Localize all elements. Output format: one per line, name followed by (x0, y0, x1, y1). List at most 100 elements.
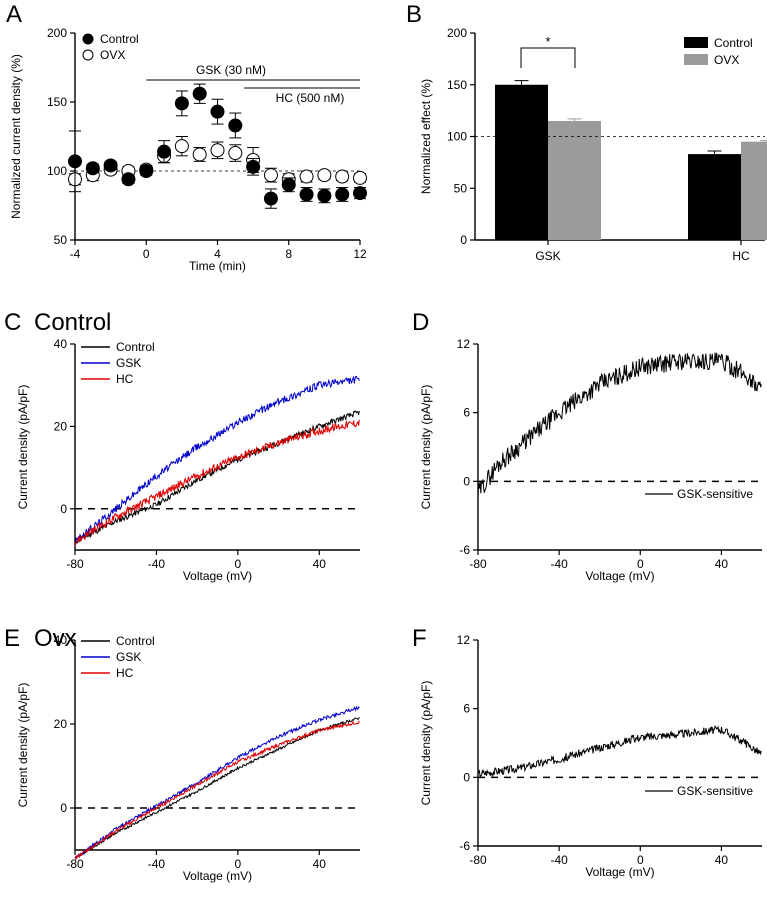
x-tick-label: 0 (143, 247, 150, 261)
data-point (210, 104, 225, 119)
x-axis-title: Voltage (mV) (183, 569, 252, 583)
y-axis-title: Current density (pA/pF) (16, 683, 30, 808)
y-tick-label: 50 (454, 181, 468, 195)
x-tick-label: 0 (637, 557, 644, 571)
trace-gsk (74, 705, 360, 860)
y-tick-label: 100 (47, 164, 67, 178)
legend-label: GSK (116, 650, 141, 664)
y-axis-title: Current density (pA/pF) (419, 681, 433, 806)
panel-f: F -6 0 6 12 -80 -40 0 40 Voltage (mV) Current dens… (412, 625, 762, 879)
data-point (103, 158, 118, 173)
y-tick-label: 20 (54, 717, 68, 731)
data-point (335, 169, 350, 184)
x-tick-label: 0 (637, 853, 644, 867)
trace-hc (74, 720, 360, 861)
data-point (139, 164, 154, 178)
x-axis-title: Time (min) (189, 259, 246, 273)
y-tick-label: 0 (460, 233, 467, 247)
data-point (192, 147, 207, 162)
data-point (299, 187, 314, 202)
y-tick-label: 200 (447, 26, 467, 40)
y-tick-label: 0 (60, 801, 67, 815)
trace-control (74, 717, 360, 859)
panel-b: B 0 50 100 150 200 Normalized effect (%) GSK HC *… (406, 1, 767, 263)
x-tick-label: -80 (66, 557, 84, 571)
legend-label: HC (116, 372, 134, 386)
y-axis-title: Current density (pA/pF) (16, 385, 30, 510)
y-tick-label: 200 (47, 26, 67, 40)
legend-label: Control (100, 32, 139, 46)
data-point (263, 191, 278, 206)
data-point (157, 144, 172, 159)
category-label: GSK (535, 249, 560, 263)
bar (495, 84, 548, 240)
y-tick-label: 12 (457, 337, 471, 351)
trace-gsk-sensitive (477, 352, 762, 496)
y-tick-label: 50 (54, 233, 68, 247)
trace-control (74, 410, 360, 544)
y-tick-label: 150 (47, 95, 67, 109)
x-axis-title: Voltage (mV) (585, 569, 654, 583)
x-tick-label: -40 (550, 853, 568, 867)
y-axis-title: Normalized current density (%) (9, 54, 23, 219)
data-point (299, 169, 314, 184)
panel-d: D -6 0 6 12 -80 -40 0 40 Voltage (mV) Current dens… (412, 309, 762, 583)
legend-label: Control (714, 36, 753, 50)
panel-label: F (412, 625, 427, 652)
bar (548, 120, 601, 240)
y-tick-label: 0 (463, 770, 470, 784)
y-tick-label: 20 (54, 419, 68, 433)
panel-label: C (4, 309, 21, 336)
x-tick-label: 40 (313, 557, 327, 571)
legend-label: HC (116, 666, 134, 680)
x-tick-label: -80 (469, 557, 487, 571)
x-tick-label: 40 (715, 853, 729, 867)
y-tick-label: 150 (447, 78, 467, 92)
trace-gsk (74, 375, 360, 546)
legend-marker (82, 33, 94, 45)
data-point (228, 118, 243, 133)
y-tick-label: 6 (463, 406, 470, 420)
panel-label: A (6, 1, 22, 28)
panel-label: B (406, 1, 422, 28)
y-tick-label: 12 (457, 633, 471, 647)
panel-e: E Ovx 0 20 40 -80 -40 0 40 Voltage (mV) Current de… (4, 625, 360, 883)
x-tick-label: -4 (70, 247, 81, 261)
y-tick-label: 40 (54, 633, 68, 647)
bar (741, 141, 767, 240)
significance-star: * (545, 34, 550, 49)
x-tick-label: -80 (66, 857, 84, 871)
data-point (210, 143, 225, 158)
x-tick-label: -40 (148, 557, 166, 571)
panel-a: A 50 100 150 200 -4 0 4 8 12 Time (min) Normalized … (6, 1, 367, 273)
data-point (263, 168, 278, 183)
y-tick-label: 6 (463, 702, 470, 716)
panel-label: D (412, 309, 429, 336)
trace-gsk-sensitive (477, 724, 762, 778)
y-tick-label: 100 (447, 130, 467, 144)
legend-swatch (684, 54, 708, 65)
data-point (246, 159, 261, 174)
legend-label: Control (116, 340, 155, 354)
y-axis-title: Current density (pA/pF) (419, 385, 433, 510)
panel-label: E (4, 625, 20, 652)
data-point (85, 161, 100, 176)
x-tick-label: 12 (353, 247, 367, 261)
legend-label: GSK (116, 356, 141, 370)
data-point (317, 188, 332, 203)
legend-label: OVX (100, 48, 125, 62)
x-tick-label: -40 (550, 557, 568, 571)
data-point (192, 86, 207, 101)
significance-bracket (520, 47, 576, 68)
data-point (353, 186, 367, 201)
data-point (228, 146, 243, 161)
y-tick-label: 0 (60, 502, 67, 516)
data-point (68, 154, 82, 169)
y-axis-title: Normalized effect (%) (419, 79, 433, 194)
x-tick-label: -40 (148, 857, 166, 871)
panel-c: C Control 0 20 40 -80 -40 0 40 Voltage (mV) Curren… (4, 309, 360, 583)
panel-subtitle: Control (34, 309, 111, 336)
legend-label: Control (116, 634, 155, 648)
data-point (281, 177, 296, 192)
